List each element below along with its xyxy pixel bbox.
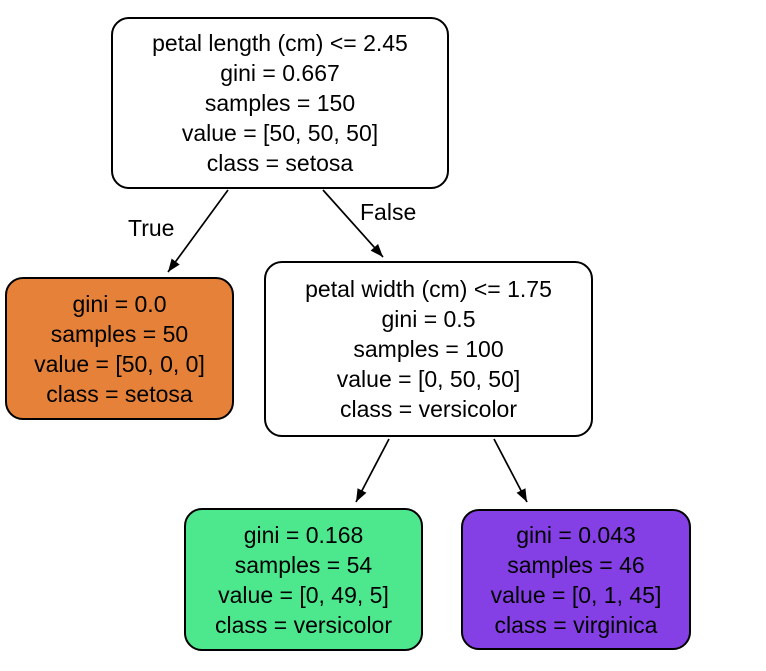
edge-root-to-petal-width-split bbox=[322, 189, 384, 258]
samples-count: samples = 150 bbox=[204, 90, 356, 116]
value-distribution: value = [0, 50, 50] bbox=[336, 366, 521, 392]
gini-value: gini = 0.0 bbox=[72, 290, 167, 317]
samples-count: samples = 54 bbox=[234, 551, 373, 578]
edge-label-true: True bbox=[128, 215, 175, 241]
samples-count: samples = 50 bbox=[50, 320, 189, 347]
samples-count: samples = 46 bbox=[507, 551, 645, 578]
node-leaf-versicolor: gini = 0.168 samples = 54 value = [0, 49… bbox=[184, 508, 423, 651]
class-label: class = setosa bbox=[46, 380, 193, 407]
split-condition: petal length (cm) <= 2.45 bbox=[152, 30, 408, 56]
class-label: class = versicolor bbox=[214, 611, 393, 638]
gini-value: gini = 0.667 bbox=[220, 60, 340, 86]
gini-value: gini = 0.5 bbox=[381, 306, 476, 332]
value-distribution: value = [0, 1, 45] bbox=[490, 581, 662, 608]
value-distribution: value = [50, 0, 0] bbox=[34, 350, 205, 377]
edge-split-to-versicolor-leaf bbox=[355, 438, 390, 503]
value-distribution: value = [50, 50, 50] bbox=[181, 120, 379, 146]
class-label: class = setosa bbox=[206, 150, 354, 176]
value-distribution: value = [0, 49, 5] bbox=[218, 581, 389, 608]
split-condition: petal width (cm) <= 1.75 bbox=[305, 276, 552, 302]
node-root-split: petal length (cm) <= 2.45 gini = 0.667 s… bbox=[111, 17, 449, 189]
class-label: class = virginica bbox=[494, 611, 658, 638]
edge-root-to-setosa-leaf bbox=[167, 189, 229, 273]
gini-value: gini = 0.168 bbox=[243, 521, 364, 548]
class-label: class = versicolor bbox=[339, 396, 518, 422]
node-petal-width-split: petal width (cm) <= 1.75 gini = 0.5 samp… bbox=[264, 261, 593, 437]
gini-value: gini = 0.043 bbox=[516, 521, 636, 548]
edge-split-to-virginica-leaf bbox=[493, 438, 528, 503]
node-leaf-virginica: gini = 0.043 samples = 46 value = [0, 1,… bbox=[461, 509, 691, 650]
samples-count: samples = 100 bbox=[353, 336, 504, 362]
edge-label-false: False bbox=[360, 199, 417, 225]
node-leaf-setosa: gini = 0.0 samples = 50 value = [50, 0, … bbox=[5, 277, 234, 420]
